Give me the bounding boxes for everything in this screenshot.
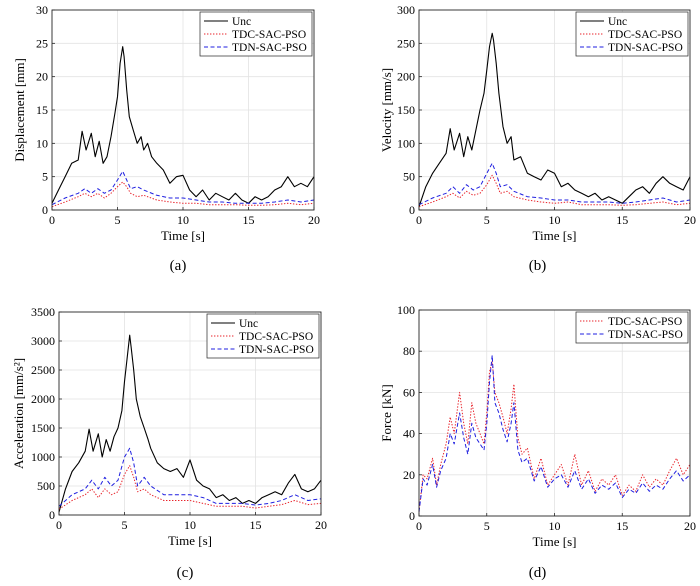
- x-tick-label: 10: [184, 518, 196, 532]
- y-tick-label: 0: [49, 508, 55, 522]
- y-axis-label: Acceleration [mm/s²]: [11, 358, 26, 469]
- x-tick-label: 20: [308, 213, 320, 227]
- series-line-tdn-sac-pso: [58, 447, 322, 507]
- x-tick-label: 10: [549, 213, 561, 227]
- series-line-unc: [418, 32, 691, 207]
- x-axis-label: Time [s]: [533, 228, 577, 243]
- legend-label-unc: Unc: [608, 16, 627, 28]
- y-tick-label: 5: [42, 170, 48, 184]
- legend-label-tdn-sac-pso: TDN-SAC-PSO: [608, 329, 683, 341]
- y-tick-label: 3000: [31, 334, 55, 348]
- legend-box: [199, 11, 313, 57]
- series-line-tdc-sac-pso: [418, 174, 691, 208]
- y-tick-label: 150: [397, 103, 415, 117]
- series-line-tdn-sac-pso: [418, 354, 691, 512]
- y-tick-label: 20: [403, 468, 415, 482]
- series-line-tdn-sac-pso: [418, 162, 691, 206]
- y-axis-label: Velocity [mm/s]: [379, 68, 394, 152]
- x-tick-label: 0: [49, 213, 55, 227]
- panel-caption: (c): [177, 565, 194, 581]
- series-line-tdn-sac-pso: [51, 170, 315, 206]
- series-line-tdc-sac-pso: [418, 361, 691, 512]
- x-axis-label: Time [s]: [168, 533, 212, 548]
- y-tick-label: 80: [403, 344, 415, 358]
- legend-label-tdc-sac-pso: TDC-SAC-PSO: [608, 29, 682, 41]
- legend-box: [206, 313, 320, 359]
- panel-caption: (d): [529, 565, 547, 581]
- legend-label-tdc-sac-pso: TDC-SAC-PSO: [608, 316, 682, 328]
- x-tick-label: 0: [416, 519, 422, 533]
- legend-label-tdc-sac-pso: TDC-SAC-PSO: [232, 29, 306, 41]
- y-tick-label: 200: [397, 70, 415, 84]
- panel-a: 0 5 10 15 20 0 5 10 15 20 25 30 Time [s] Displacement…: [12, 3, 320, 274]
- x-tick-label: 20: [684, 213, 696, 227]
- legend-box: [575, 311, 689, 344]
- x-axis-label: Time [s]: [161, 228, 205, 243]
- series-line-unc: [51, 46, 315, 204]
- x-tick-label: 10: [177, 213, 189, 227]
- y-tick-label: 1500: [31, 421, 55, 435]
- x-tick-label: 15: [616, 213, 628, 227]
- x-tick-label: 15: [243, 213, 255, 227]
- x-tick-label: 10: [549, 519, 561, 533]
- x-tick-label: 0: [56, 518, 62, 532]
- y-tick-label: 40: [403, 427, 415, 441]
- panel-c: 0 5 10 15 20 0 500 1000 1500 2000 2500 3000 3500 Time…: [11, 305, 327, 581]
- y-tick-label: 20: [36, 70, 48, 84]
- x-tick-label: 5: [122, 518, 128, 532]
- legend-label-unc: Unc: [239, 318, 258, 330]
- panel-caption: (a): [170, 258, 187, 274]
- y-tick-label: 2000: [31, 392, 55, 406]
- y-tick-label: 0: [409, 203, 415, 217]
- x-tick-label: 20: [684, 519, 696, 533]
- y-tick-label: 1000: [31, 450, 55, 464]
- series-line-unc: [58, 334, 322, 513]
- y-tick-label: 2500: [31, 363, 55, 377]
- y-tick-label: 100: [397, 136, 415, 150]
- y-tick-label: 100: [397, 303, 415, 317]
- y-axis-label: Force [kN]: [379, 384, 394, 441]
- y-tick-label: 50: [403, 170, 415, 184]
- y-tick-label: 0: [409, 509, 415, 523]
- y-tick-label: 300: [397, 3, 415, 17]
- series-line-tdc-sac-pso: [58, 465, 322, 510]
- y-tick-label: 15: [36, 103, 48, 117]
- legend-label-tdc-sac-pso: TDC-SAC-PSO: [239, 331, 313, 343]
- x-axis-label: Time [s]: [533, 534, 577, 549]
- y-tick-label: 60: [403, 385, 415, 399]
- y-tick-label: 25: [36, 36, 48, 50]
- y-axis-label: Displacement [mm]: [12, 58, 27, 162]
- y-tick-label: 500: [37, 479, 55, 493]
- panel-d: 0 5 10 15 20 0 20 40 60 80 100 Time [s] Force [kN] TD…: [379, 303, 696, 581]
- x-tick-label: 5: [484, 213, 490, 227]
- x-tick-label: 15: [616, 519, 628, 533]
- legend-label-tdn-sac-pso: TDN-SAC-PSO: [239, 344, 314, 356]
- x-tick-label: 5: [484, 519, 490, 533]
- legend-label-unc: Unc: [232, 16, 251, 28]
- legend-box: [575, 11, 689, 57]
- y-tick-label: 30: [36, 3, 48, 17]
- x-tick-label: 15: [250, 518, 262, 532]
- x-tick-label: 0: [416, 213, 422, 227]
- legend-label-tdn-sac-pso: TDN-SAC-PSO: [232, 42, 307, 54]
- x-tick-label: 20: [315, 518, 327, 532]
- panel-caption: (b): [529, 258, 547, 274]
- y-tick-label: 250: [397, 36, 415, 50]
- legend-label-tdn-sac-pso: TDN-SAC-PSO: [608, 42, 683, 54]
- series-line-tdc-sac-pso: [51, 181, 315, 208]
- y-tick-label: 3500: [31, 305, 55, 319]
- y-tick-label: 10: [36, 136, 48, 150]
- x-tick-label: 5: [115, 213, 121, 227]
- y-tick-label: 0: [42, 203, 48, 217]
